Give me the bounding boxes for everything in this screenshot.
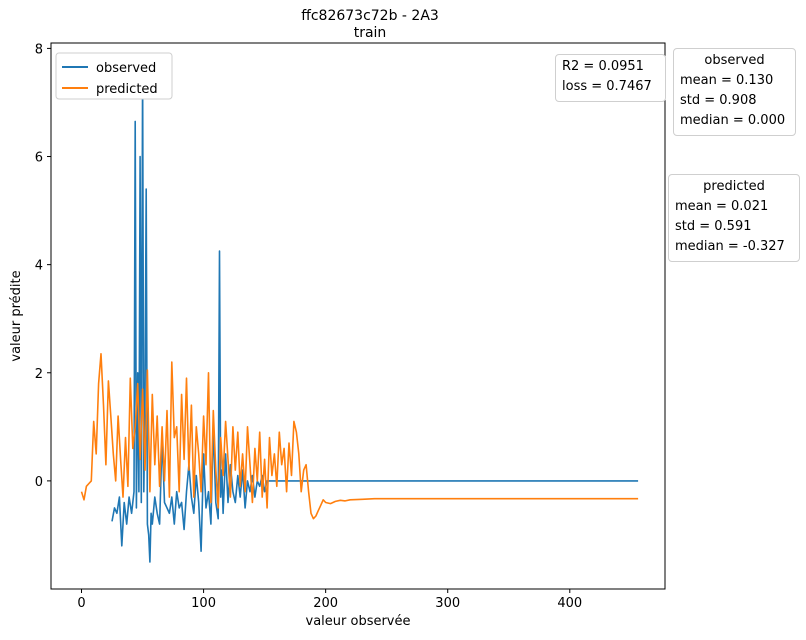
chart-title: ffc82673c72b - 2A3 bbox=[301, 8, 439, 24]
observed-mean: mean = 0.130 bbox=[680, 73, 774, 88]
legend-label-predicted: predicted bbox=[96, 82, 158, 97]
y-axis-label: valeur prédite bbox=[9, 270, 24, 361]
y-tick-label: 8 bbox=[35, 42, 43, 57]
predicted-stats-box: predicted mean = 0.021 std = 0.591 media… bbox=[668, 174, 800, 262]
y-tick-label: 6 bbox=[35, 151, 43, 166]
observed-std: std = 0.908 bbox=[680, 93, 757, 108]
loss-value: loss = 0.7467 bbox=[562, 79, 652, 94]
series-line-predicted bbox=[80, 352, 639, 520]
predicted-stats-title: predicted bbox=[703, 179, 765, 194]
plot-frame bbox=[50, 42, 666, 590]
predicted-std: std = 0.591 bbox=[675, 219, 752, 234]
predicted-median: median = -0.327 bbox=[675, 239, 785, 254]
observed-stats-box: observed mean = 0.130 std = 0.908 median… bbox=[673, 48, 796, 136]
x-tick-label: 200 bbox=[313, 596, 338, 611]
predicted-mean: mean = 0.021 bbox=[675, 199, 769, 214]
metrics-box: R2 = 0.0951 loss = 0.7467 bbox=[555, 54, 666, 102]
legend-label-observed: observed bbox=[96, 61, 156, 76]
observed-median: median = 0.000 bbox=[680, 113, 786, 128]
x-axis-label: valeur observée bbox=[306, 614, 411, 629]
x-tick-label: 0 bbox=[77, 596, 85, 611]
x-tick-label: 300 bbox=[435, 596, 460, 611]
x-tick-label: 100 bbox=[191, 596, 216, 611]
r2-value: R2 = 0.0951 bbox=[562, 59, 644, 74]
series-line-observed bbox=[111, 69, 639, 563]
chart-subtitle: train bbox=[353, 25, 387, 41]
observed-stats-title: observed bbox=[704, 53, 765, 68]
x-tick-label: 400 bbox=[557, 596, 582, 611]
y-tick-label: 2 bbox=[35, 367, 43, 382]
y-tick-label: 0 bbox=[35, 475, 43, 490]
y-tick-label: 4 bbox=[35, 259, 43, 274]
